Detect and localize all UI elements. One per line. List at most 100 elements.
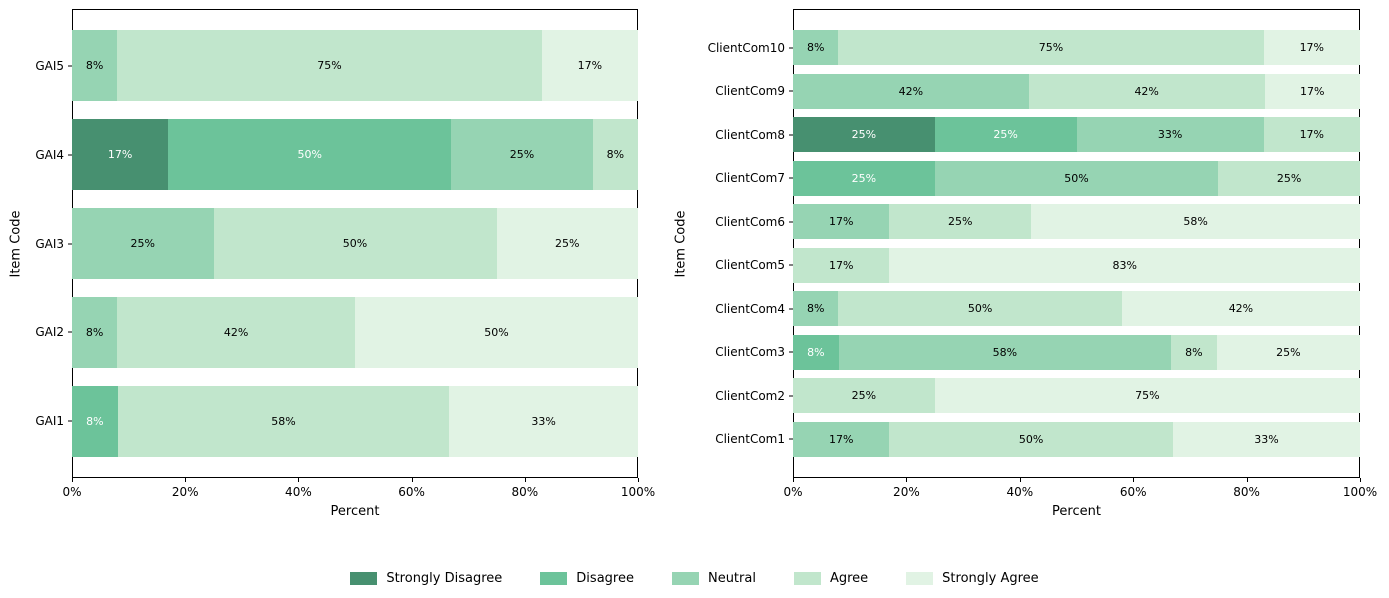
y-tick-mark <box>789 351 793 353</box>
bar-gai1: 8% 58% 33% <box>72 385 638 457</box>
segment-value-label: 33% <box>531 414 556 428</box>
segment-value-label: 75% <box>317 59 342 73</box>
y-tick-mark <box>68 420 72 422</box>
y-tick-label-clientcom8: ClientCom8 <box>715 127 785 142</box>
x-tick-mark <box>638 478 639 482</box>
bar-segment-strongly-disagree: 25% <box>793 117 935 153</box>
y-tick-mark <box>789 134 793 136</box>
y-tick-mark <box>789 221 793 223</box>
segment-value-label: 75% <box>1038 41 1064 55</box>
y-tick-label-clientcom10: ClientCom10 <box>707 40 785 55</box>
bar-segment-neutral: 33% <box>1076 117 1264 153</box>
y-axis-label: Item Code <box>8 209 24 278</box>
segment-value-label: 25% <box>851 128 877 142</box>
bar-clientcom3: 8% 58% 8% 25% <box>793 334 1360 370</box>
bar-segment-neutral: 17% <box>793 421 890 457</box>
y-tick-label-clientcom9: ClientCom9 <box>715 84 785 99</box>
bar-gai3: 25% 50% 25% <box>72 207 638 280</box>
bar-segment-disagree: 25% <box>934 117 1077 153</box>
segment-value-label: 8% <box>86 414 104 428</box>
x-tick-mark <box>1246 478 1248 482</box>
segment-value-label: 25% <box>851 389 877 403</box>
bar-segment-agree: 8% <box>1171 334 1217 370</box>
segment-value-label: 8% <box>806 302 825 316</box>
legend-item-strongly-disagree: Strongly Disagree <box>350 571 502 586</box>
segment-value-label: 50% <box>1018 432 1044 446</box>
segment-value-label: 8% <box>606 148 625 162</box>
x-tick-mark <box>185 478 187 482</box>
legend-swatch-disagree <box>540 571 568 585</box>
bar-segment-agree: 75% <box>117 30 542 102</box>
bar-clientcom7: 25% 50% 25% <box>793 160 1360 196</box>
y-tick-mark <box>789 90 793 92</box>
segment-value-label: 58% <box>992 345 1018 359</box>
bar-segment-neutral: 17% <box>793 204 890 240</box>
x-tick-mark <box>524 478 526 482</box>
y-tick-label-gai3: GAI3 <box>35 236 64 251</box>
bar-segment-strongly-agree: 33% <box>449 385 638 457</box>
bar-segment-neutral: 8% <box>72 30 118 102</box>
segment-value-label: 50% <box>1064 171 1089 185</box>
y-tick-label-gai2: GAI2 <box>35 325 64 340</box>
bar-segment-strongly-agree: 58% <box>1031 204 1360 240</box>
legend-item-disagree: Disagree <box>540 571 634 586</box>
bar-segment-agree: 17% <box>1263 117 1360 153</box>
bar-segment-neutral: 42% <box>793 73 1029 109</box>
segment-value-label: 50% <box>342 236 368 250</box>
x-tick-label-100-: 100% <box>620 485 656 499</box>
bar-segment-strongly-agree: 83% <box>889 247 1360 283</box>
bar-segment-agree: 42% <box>1028 73 1265 109</box>
segment-value-label: 33% <box>1157 128 1183 142</box>
segment-value-label: 17% <box>828 258 854 272</box>
segment-value-label: 17% <box>1299 41 1325 55</box>
bar-segment-neutral: 8% <box>72 296 118 368</box>
segment-value-label: 8% <box>806 41 825 55</box>
bar-segment-strongly-agree: 17% <box>1264 73 1360 109</box>
x-tick-label-0-: 0% <box>783 485 803 499</box>
legend-swatch-strongly-disagree <box>350 571 378 585</box>
x-tick-mark <box>1133 478 1135 482</box>
segment-value-label: 50% <box>484 325 509 339</box>
bar-segment-neutral: 25% <box>451 119 593 191</box>
bar-segment-agree: 17% <box>793 247 890 283</box>
bar-segment-agree: 8% <box>592 119 638 191</box>
bar-segment-neutral: 58% <box>838 334 1171 370</box>
segment-value-label: 83% <box>1112 258 1137 272</box>
bar-segment-strongly-disagree: 17% <box>72 119 169 191</box>
y-tick-mark <box>789 438 793 440</box>
bar-segment-agree: 25% <box>793 378 935 414</box>
x-tick-label-40-: 40% <box>285 485 312 499</box>
segment-value-label: 58% <box>271 414 296 428</box>
x-tick-mark <box>793 478 794 482</box>
bar-segment-agree: 58% <box>117 385 450 457</box>
bar-clientcom6: 17% 25% 58% <box>793 204 1360 240</box>
legend-item-neutral: Neutral <box>671 570 756 586</box>
bar-clientcom8: 25% 25% 33% 17% <box>793 117 1360 153</box>
segment-value-label: 25% <box>993 128 1018 142</box>
segment-value-label: 58% <box>1183 215 1208 229</box>
y-tick-mark <box>789 395 793 397</box>
bar-segment-strongly-agree: 17% <box>541 30 638 102</box>
bar-segment-agree: 42% <box>117 296 355 368</box>
y-tick-mark <box>68 154 72 156</box>
bar-segment-strongly-agree: 25% <box>1216 334 1360 370</box>
x-tick-label-20-: 20% <box>893 485 920 499</box>
y-tick-label-gai5: GAI5 <box>35 58 64 73</box>
y-tick-label-clientcom7: ClientCom7 <box>715 171 785 186</box>
bar-segment-neutral: 50% <box>934 160 1219 196</box>
legend-swatch-neutral <box>671 571 699 585</box>
y-tick-mark <box>789 47 793 49</box>
x-tick-label-80-: 80% <box>511 485 539 499</box>
bar-segment-strongly-agree: 25% <box>496 207 638 280</box>
legend-label: Neutral <box>707 570 756 586</box>
y-tick-label-clientcom1: ClientCom1 <box>715 432 785 447</box>
x-axis-label: Percent <box>1052 504 1101 519</box>
segment-value-label: 25% <box>130 236 155 250</box>
x-tick-label-0-: 0% <box>62 485 82 499</box>
bar-clientcom1: 17% 50% 33% <box>793 421 1360 457</box>
legend: Strongly Disagree Disagree Neutral Agree Str… <box>0 566 1389 590</box>
segment-value-label: 25% <box>509 148 535 162</box>
bar-segment-agree: 50% <box>889 421 1173 457</box>
segment-value-label: 75% <box>1135 389 1160 403</box>
bar-segment-agree: 25% <box>1218 160 1360 196</box>
